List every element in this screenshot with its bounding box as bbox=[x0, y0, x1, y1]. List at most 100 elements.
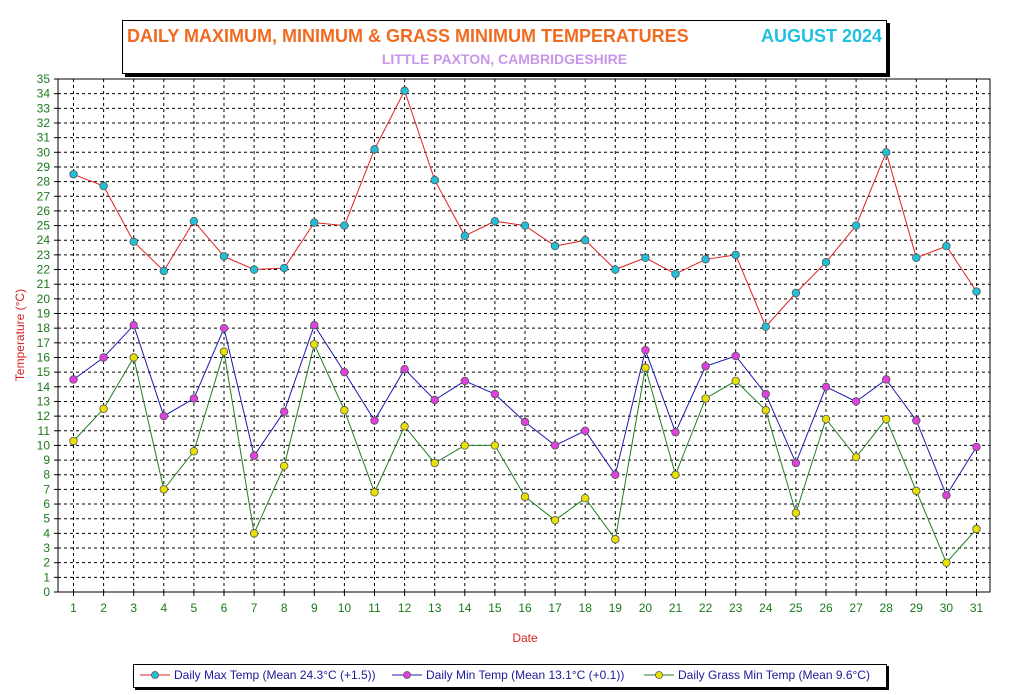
data-point-grass bbox=[581, 493, 590, 503]
y-tick-label: 18 bbox=[37, 321, 51, 335]
y-tick-label: 24 bbox=[37, 233, 51, 247]
data-point-max bbox=[99, 181, 108, 191]
legend-item-min: Daily Min Temp (Mean 13.1°C (+0.1)) bbox=[392, 668, 624, 682]
x-tick-label: 30 bbox=[940, 601, 954, 615]
data-point-min bbox=[340, 367, 349, 377]
data-point-min bbox=[942, 491, 951, 500]
y-tick-label: 6 bbox=[43, 497, 50, 511]
data-point-max bbox=[701, 255, 710, 264]
x-tick-label: 2 bbox=[100, 601, 107, 615]
y-tick-label: 27 bbox=[37, 189, 51, 203]
data-point-max bbox=[731, 250, 740, 260]
x-tick-label: 3 bbox=[130, 601, 137, 615]
legend-swatch-grass bbox=[644, 671, 674, 679]
data-point-max bbox=[340, 221, 349, 230]
data-point-max bbox=[249, 265, 259, 274]
y-tick-label: 0 bbox=[43, 585, 50, 599]
series-lines bbox=[69, 86, 981, 567]
y-tick-label: 3 bbox=[43, 541, 50, 555]
data-point-min bbox=[249, 451, 259, 460]
y-tick-label: 12 bbox=[37, 409, 51, 423]
data-point-max bbox=[430, 175, 439, 185]
data-point-min bbox=[611, 470, 620, 479]
data-point-max bbox=[851, 221, 861, 230]
data-point-min bbox=[159, 411, 168, 421]
data-point-grass bbox=[912, 486, 921, 496]
y-tick-label: 7 bbox=[43, 482, 50, 496]
data-point-min bbox=[370, 416, 379, 425]
title-box: DAILY MAXIMUM, MINIMUM & GRASS MINIMUM T… bbox=[122, 20, 887, 74]
x-tick-label: 1 bbox=[70, 601, 77, 615]
data-point-grass bbox=[761, 406, 770, 415]
x-tick-label: 22 bbox=[699, 601, 713, 615]
data-point-max bbox=[219, 252, 229, 261]
data-point-grass bbox=[430, 458, 439, 468]
y-tick-label: 32 bbox=[37, 116, 51, 130]
y-tick-label: 10 bbox=[37, 438, 51, 452]
data-point-max bbox=[189, 216, 199, 226]
data-point-grass bbox=[219, 347, 229, 356]
data-point-min bbox=[851, 397, 861, 406]
chart-subtitle: LITTLE PAXTON, CAMBRIDGESHIRE bbox=[381, 51, 628, 67]
data-point-grass bbox=[520, 492, 530, 501]
x-tick-label: 16 bbox=[518, 601, 532, 615]
data-point-max bbox=[581, 236, 590, 245]
data-point-max bbox=[791, 288, 801, 298]
x-tick-label: 12 bbox=[398, 601, 412, 615]
data-point-grass bbox=[69, 436, 78, 446]
data-point-min bbox=[460, 376, 469, 386]
data-point-min bbox=[490, 389, 500, 399]
y-tick-label: 16 bbox=[37, 350, 51, 364]
data-point-grass bbox=[310, 340, 319, 349]
y-tick-label: 8 bbox=[43, 468, 50, 482]
data-point-grass bbox=[791, 508, 801, 518]
data-point-min bbox=[400, 365, 409, 374]
x-tick-label: 29 bbox=[910, 601, 924, 615]
data-point-max bbox=[821, 258, 831, 267]
data-point-grass bbox=[972, 524, 981, 534]
data-point-min bbox=[430, 395, 439, 405]
data-point-grass bbox=[159, 485, 168, 494]
legend-item-max: Daily Max Temp (Mean 24.3°C (+1.5)) bbox=[140, 668, 376, 682]
legend-label-min: Daily Min Temp (Mean 13.1°C (+0.1)) bbox=[426, 668, 625, 682]
y-axis-label: Temperature (°C) bbox=[13, 289, 27, 381]
data-point-max bbox=[550, 241, 560, 251]
y-tick-label: 33 bbox=[37, 101, 51, 115]
x-tick-label: 20 bbox=[639, 601, 653, 615]
data-point-grass bbox=[129, 353, 138, 362]
data-point-max bbox=[761, 322, 770, 331]
x-tick-label: 18 bbox=[579, 601, 593, 615]
x-tick-label: 23 bbox=[729, 601, 743, 615]
x-tick-label: 10 bbox=[338, 601, 352, 615]
legend-swatch-min bbox=[392, 671, 422, 679]
x-tick-label: 8 bbox=[281, 601, 288, 615]
data-point-max bbox=[671, 269, 680, 279]
x-tick-label: 24 bbox=[759, 601, 773, 615]
legend-swatch-max bbox=[140, 671, 170, 679]
data-point-grass bbox=[340, 406, 349, 415]
y-tick-label: 15 bbox=[37, 365, 51, 379]
grid bbox=[58, 79, 990, 592]
data-point-grass bbox=[731, 376, 740, 386]
data-point-grass bbox=[99, 404, 108, 413]
data-point-grass bbox=[611, 535, 620, 544]
data-point-max bbox=[280, 263, 289, 273]
y-tick-label: 4 bbox=[43, 526, 50, 540]
data-point-min bbox=[882, 375, 891, 384]
x-tick-labels: 1 2 3 4 5 6 7 8 9 10 11 12 13 14 15 16 17 18 19 20 21 22 23 24 2… bbox=[70, 601, 983, 615]
x-tick-label: 13 bbox=[428, 601, 442, 615]
data-point-max bbox=[400, 86, 409, 95]
axes bbox=[54, 78, 991, 596]
data-point-max bbox=[912, 253, 921, 263]
y-tick-label: 14 bbox=[37, 380, 51, 394]
y-tick-label: 17 bbox=[37, 336, 51, 350]
data-point-max bbox=[490, 216, 500, 226]
x-tick-label: 28 bbox=[880, 601, 894, 615]
data-point-max bbox=[520, 221, 530, 230]
data-point-max bbox=[972, 287, 981, 296]
x-tick-label: 27 bbox=[849, 601, 863, 615]
data-point-max bbox=[460, 231, 469, 241]
data-point-min bbox=[129, 321, 138, 330]
y-tick-label: 28 bbox=[37, 175, 51, 189]
